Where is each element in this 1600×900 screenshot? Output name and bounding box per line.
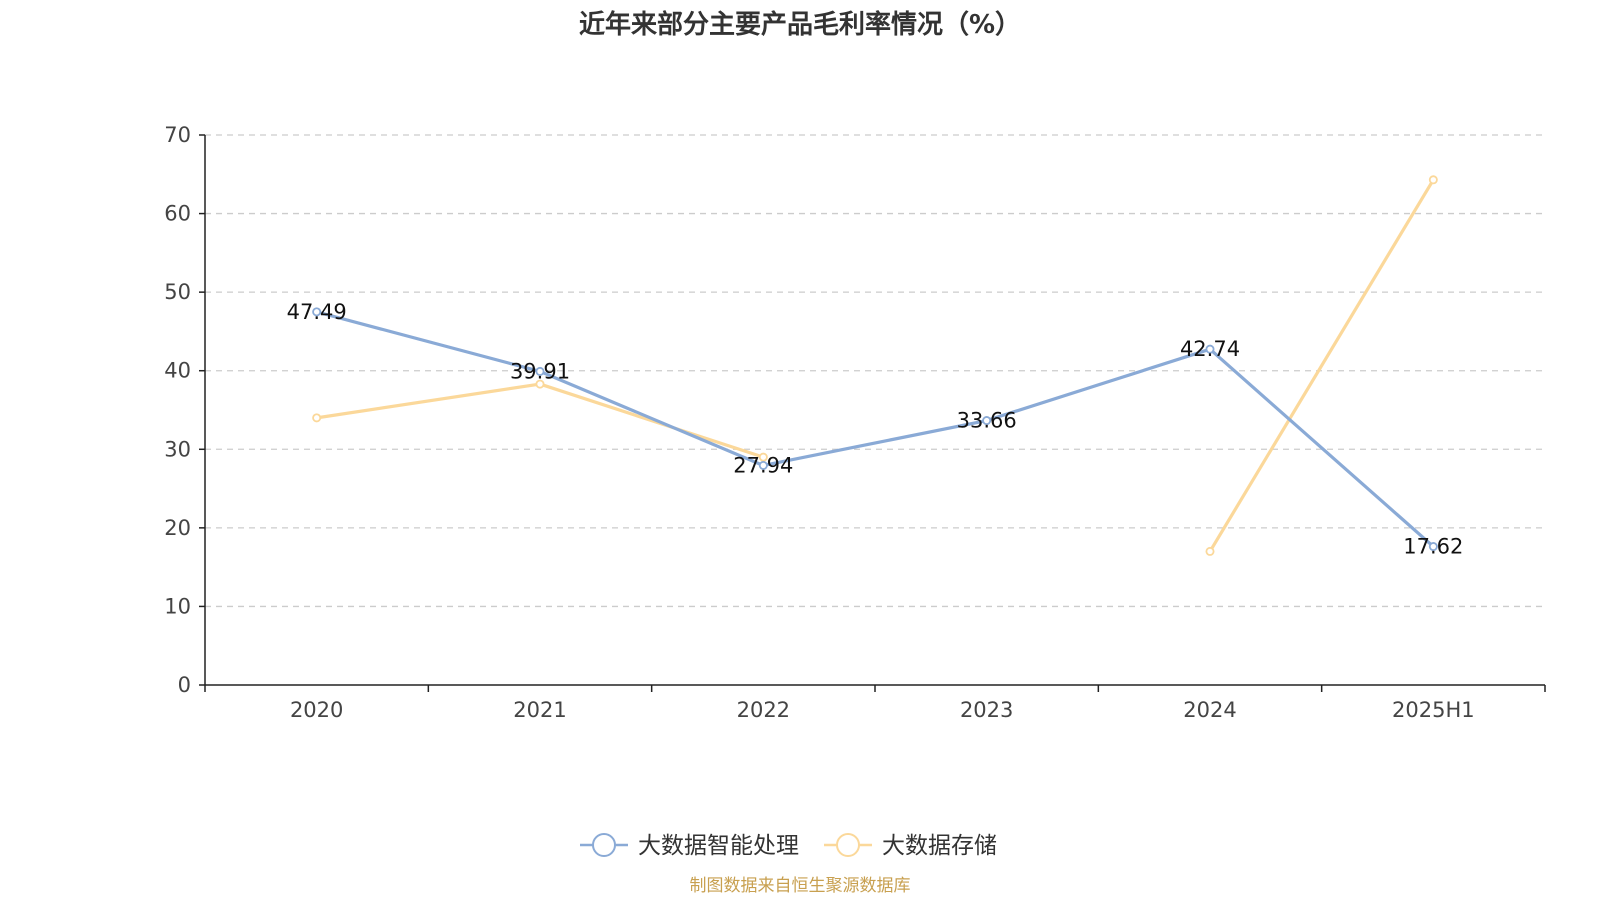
data-label: 39.91 [510, 359, 570, 383]
series-line [1208, 178, 1435, 554]
data-label: 42.74 [1180, 337, 1240, 361]
y-tick-label: 70 [164, 123, 191, 147]
source-note: 制图数据来自恒生聚源数据库 [690, 876, 911, 896]
y-tick-label: 50 [164, 280, 191, 304]
x-tick-label: 2021 [513, 698, 566, 722]
data-labels: 47.49 39.91 27.94 33.66 42.74 17.62 [287, 300, 1464, 559]
legend-label: 大数据智能处理 [638, 833, 799, 859]
chart-title: 近年来部分主要产品毛利率情况（%） [579, 9, 1021, 40]
grid-lines [205, 134, 1545, 608]
data-point[interactable] [758, 460, 768, 470]
data-label: 47.49 [287, 300, 347, 324]
legend-label: 大数据存储 [882, 833, 997, 859]
series-line [315, 382, 765, 459]
series-line [315, 310, 1435, 549]
legend-item[interactable]: 大数据存储 [824, 833, 997, 859]
data-point[interactable] [982, 416, 992, 426]
data-point[interactable] [312, 307, 322, 317]
legend-marker [836, 833, 860, 857]
x-tick-label: 2020 [290, 698, 343, 722]
x-tick-label: 2022 [737, 698, 790, 722]
y-tick-label: 0 [178, 673, 191, 697]
x-tick-label: 2024 [1183, 698, 1236, 722]
legend[interactable]: 大数据智能处理 大数据存储 [580, 833, 997, 859]
x-tick-label: 2025H1 [1392, 698, 1475, 722]
data-label: 27.94 [733, 453, 793, 477]
y-tick-label: 60 [164, 202, 191, 226]
data-label: 17.62 [1403, 535, 1463, 559]
data-point[interactable] [535, 366, 545, 376]
y-tick-label: 40 [164, 359, 191, 383]
data-point[interactable] [758, 452, 768, 462]
data-label: 33.66 [957, 409, 1017, 433]
legend-marker [592, 833, 616, 857]
y-tick-label: 30 [164, 437, 191, 461]
data-point[interactable] [535, 379, 545, 389]
axes: 0 10 20 30 40 50 60 70 2020 2021 2022 2023 2024 2025H… [164, 123, 1546, 722]
data-point[interactable] [312, 413, 322, 423]
legend-item[interactable]: 大数据智能处理 [580, 833, 799, 859]
x-tick-label: 2023 [960, 698, 1013, 722]
y-tick-label: 10 [164, 594, 191, 618]
data-point[interactable] [1428, 175, 1438, 185]
y-tick-label: 20 [164, 516, 191, 540]
data-point[interactable] [1205, 344, 1215, 354]
data-point[interactable] [1428, 542, 1438, 552]
series-layer [312, 175, 1438, 556]
data-point[interactable] [1205, 546, 1215, 556]
